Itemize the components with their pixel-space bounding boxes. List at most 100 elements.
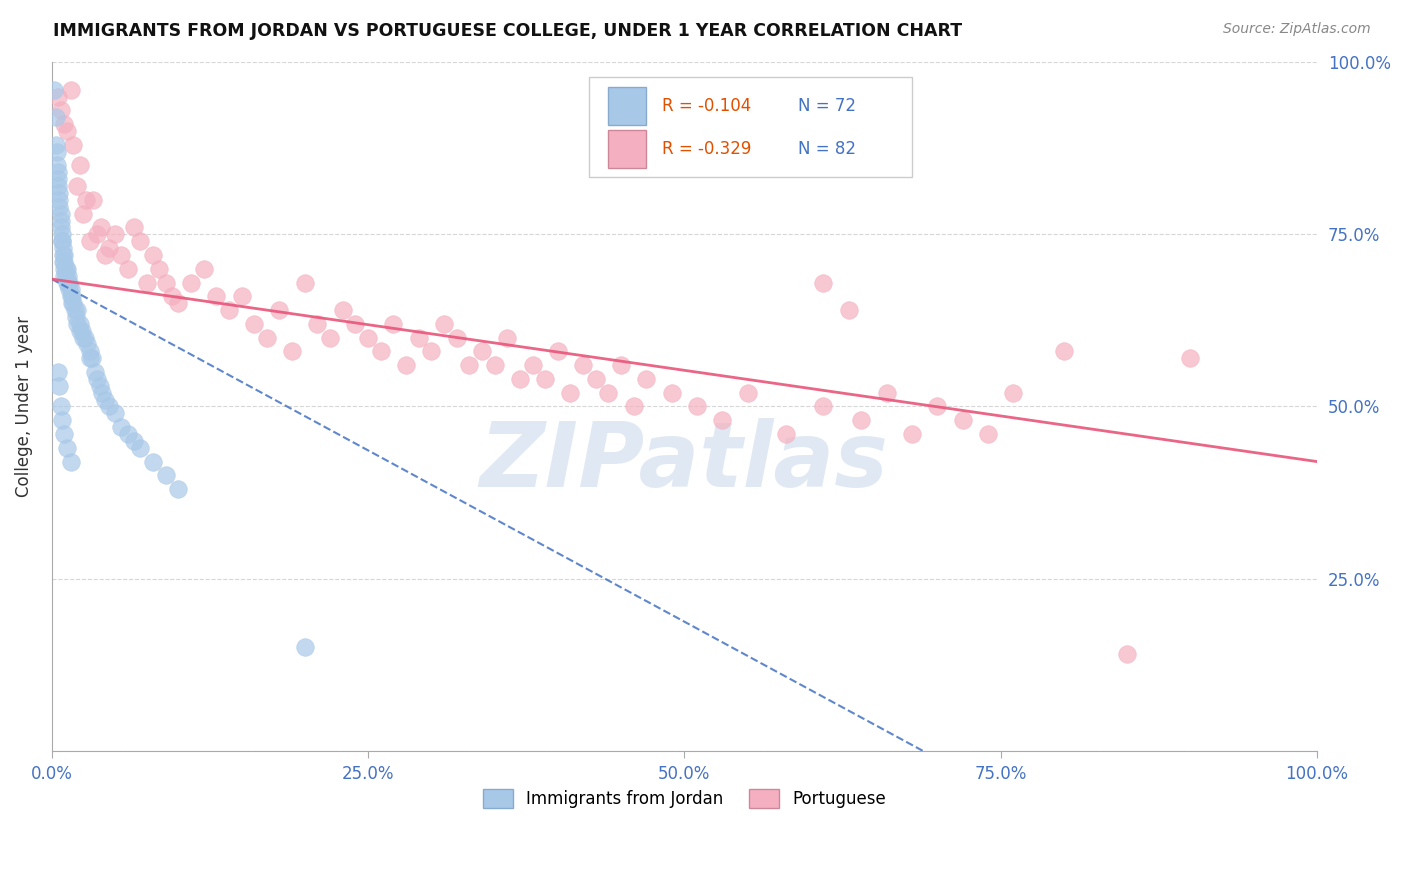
Point — [205, 289, 228, 303]
Text: ZIPatlas: ZIPatlas — [479, 417, 889, 506]
Point — [122, 434, 145, 448]
Point — [72, 207, 94, 221]
Point — [94, 248, 117, 262]
Point — [661, 385, 683, 400]
Point — [59, 83, 82, 97]
Point — [86, 227, 108, 242]
Point — [51, 234, 73, 248]
Point — [53, 248, 76, 262]
Point — [58, 268, 80, 283]
Point — [420, 344, 443, 359]
Point — [59, 289, 82, 303]
Point — [52, 248, 75, 262]
Point — [307, 317, 329, 331]
Point — [53, 261, 76, 276]
FancyBboxPatch shape — [609, 87, 647, 125]
Point — [122, 220, 145, 235]
Point — [155, 468, 177, 483]
Point — [218, 303, 240, 318]
Point — [509, 372, 531, 386]
Point — [433, 317, 456, 331]
Point — [69, 158, 91, 172]
Point — [73, 330, 96, 344]
Point — [86, 372, 108, 386]
Point — [319, 330, 342, 344]
Point — [48, 200, 70, 214]
Text: N = 72: N = 72 — [799, 97, 856, 115]
Point — [83, 193, 105, 207]
Point — [547, 344, 569, 359]
Point — [129, 441, 152, 455]
Point — [711, 413, 734, 427]
Text: N = 82: N = 82 — [799, 140, 856, 158]
Point — [45, 145, 67, 159]
Point — [48, 379, 70, 393]
Point — [62, 137, 84, 152]
Point — [53, 255, 76, 269]
Point — [97, 400, 120, 414]
Point — [55, 261, 77, 276]
Point — [256, 330, 278, 344]
Point — [142, 248, 165, 262]
Point — [1180, 351, 1202, 366]
Point — [1116, 648, 1139, 662]
Point — [281, 344, 304, 359]
Point — [46, 165, 69, 179]
Point — [56, 441, 79, 455]
Point — [91, 385, 114, 400]
Point — [59, 454, 82, 468]
Point — [117, 261, 139, 276]
Point — [56, 124, 79, 138]
Point — [370, 344, 392, 359]
Point — [45, 137, 67, 152]
Point — [69, 317, 91, 331]
Y-axis label: College, Under 1 year: College, Under 1 year — [15, 316, 32, 497]
Point — [45, 110, 67, 124]
Point — [48, 186, 70, 200]
Point — [66, 303, 89, 318]
Point — [1002, 385, 1025, 400]
Point — [294, 276, 316, 290]
Point — [69, 324, 91, 338]
Point — [76, 337, 98, 351]
Point — [395, 358, 418, 372]
Point — [104, 227, 127, 242]
Point — [117, 427, 139, 442]
Point — [585, 372, 607, 386]
Point — [927, 400, 949, 414]
Point — [534, 372, 557, 386]
Point — [83, 365, 105, 379]
Point — [53, 268, 76, 283]
Point — [63, 303, 86, 318]
Point — [1053, 344, 1076, 359]
Point — [332, 303, 354, 318]
Point — [58, 276, 80, 290]
Point — [167, 482, 190, 496]
Point — [813, 400, 835, 414]
Point — [155, 276, 177, 290]
Text: IMMIGRANTS FROM JORDAN VS PORTUGUESE COLLEGE, UNDER 1 YEAR CORRELATION CHART: IMMIGRANTS FROM JORDAN VS PORTUGUESE COL… — [53, 22, 963, 40]
Point — [48, 193, 70, 207]
Point — [522, 358, 544, 372]
Point — [484, 358, 506, 372]
Point — [70, 324, 93, 338]
Text: R = -0.104: R = -0.104 — [662, 97, 751, 115]
Point — [49, 220, 72, 235]
Point — [79, 234, 101, 248]
Point — [82, 351, 104, 366]
Point — [94, 392, 117, 407]
Point — [53, 117, 76, 131]
Point — [90, 220, 112, 235]
Point — [46, 365, 69, 379]
Point — [636, 372, 658, 386]
Point — [458, 358, 481, 372]
Legend: Immigrants from Jordan, Portuguese: Immigrants from Jordan, Portuguese — [477, 782, 893, 814]
Point — [851, 413, 873, 427]
Point — [46, 89, 69, 103]
Point — [737, 385, 759, 400]
Point — [79, 344, 101, 359]
Point — [49, 213, 72, 227]
Point — [62, 296, 84, 310]
Point — [193, 261, 215, 276]
Point — [269, 303, 291, 318]
